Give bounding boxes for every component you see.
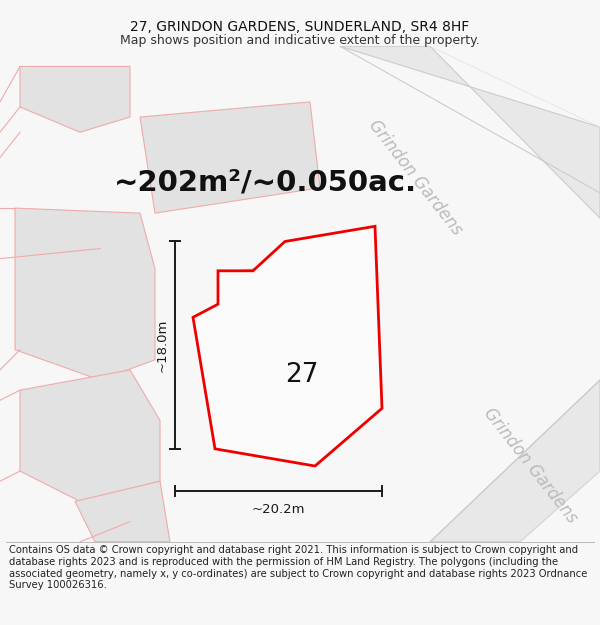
Text: Grindon Gardens: Grindon Gardens <box>364 117 466 239</box>
Polygon shape <box>15 208 155 380</box>
Text: ~202m²/~0.050ac.: ~202m²/~0.050ac. <box>113 169 416 197</box>
Polygon shape <box>20 370 160 501</box>
Polygon shape <box>430 380 600 542</box>
Polygon shape <box>193 226 382 466</box>
Text: ~20.2m: ~20.2m <box>252 503 305 516</box>
Polygon shape <box>220 259 310 350</box>
Polygon shape <box>75 481 170 542</box>
Text: 27: 27 <box>285 362 319 388</box>
Text: 27, GRINDON GARDENS, SUNDERLAND, SR4 8HF: 27, GRINDON GARDENS, SUNDERLAND, SR4 8HF <box>130 20 470 34</box>
Text: ~18.0m: ~18.0m <box>155 319 169 372</box>
Text: Contains OS data © Crown copyright and database right 2021. This information is : Contains OS data © Crown copyright and d… <box>9 546 587 590</box>
Polygon shape <box>340 46 600 218</box>
Polygon shape <box>140 102 320 213</box>
Polygon shape <box>20 66 130 132</box>
Text: Map shows position and indicative extent of the property.: Map shows position and indicative extent… <box>120 34 480 47</box>
Text: Grindon Gardens: Grindon Gardens <box>479 405 581 527</box>
